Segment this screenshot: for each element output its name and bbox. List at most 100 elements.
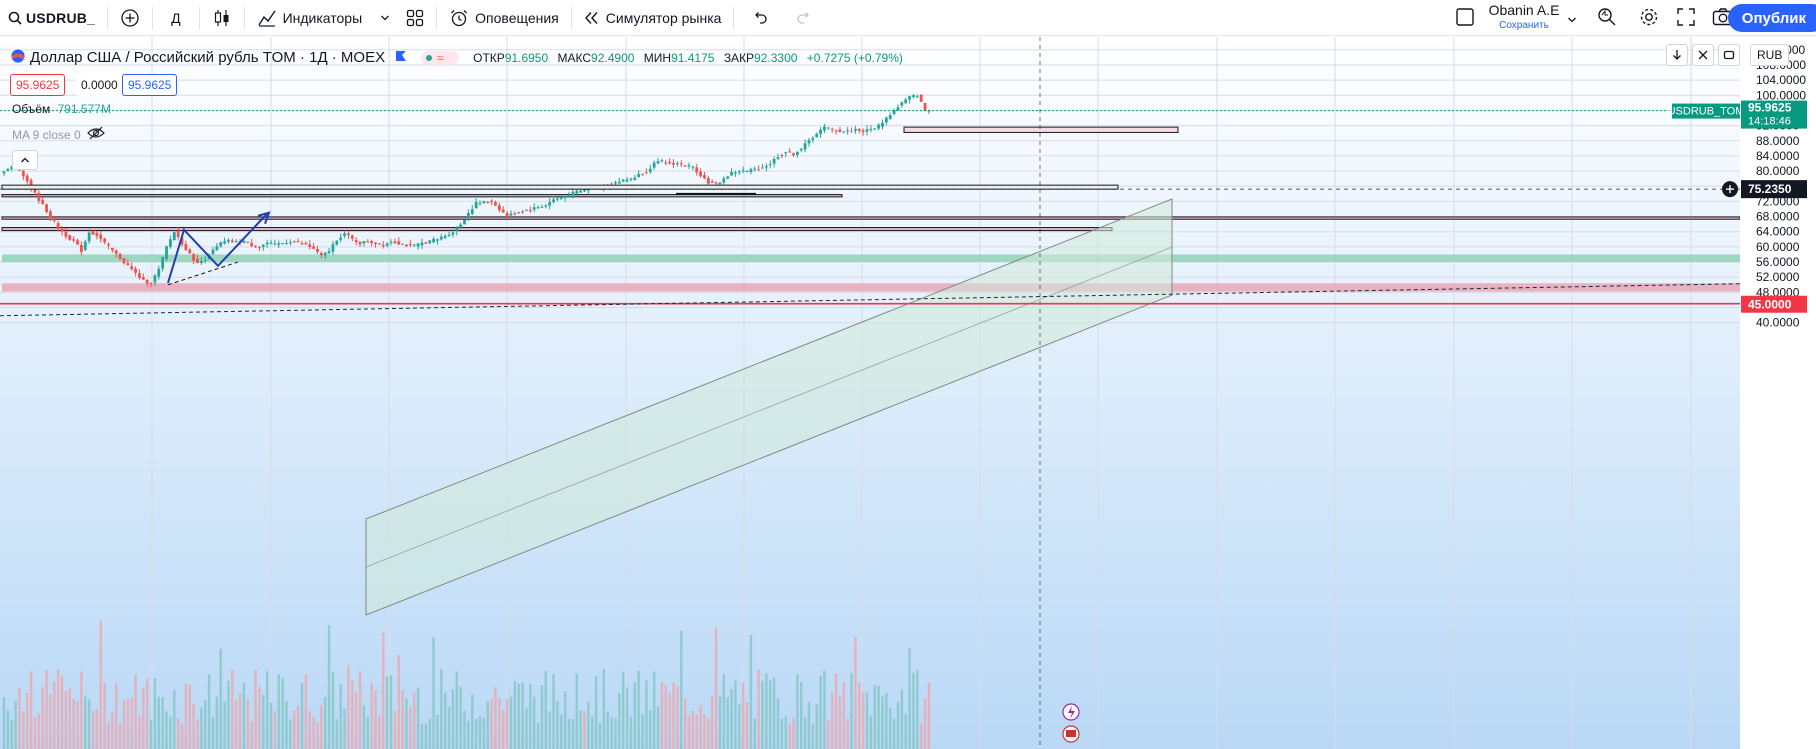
candle-body (908, 96, 911, 100)
volume-bar (707, 718, 710, 749)
volume-bar (916, 670, 919, 749)
volume-bar (772, 677, 776, 749)
candle-body (714, 182, 718, 184)
candle-body (335, 240, 339, 245)
currency-selector[interactable]: RUB (1750, 44, 1790, 66)
templates-button[interactable] (398, 0, 432, 36)
candle-body (366, 241, 370, 243)
volume-bar (405, 698, 408, 749)
volume-bar (370, 683, 373, 749)
collapse-legend-button[interactable] (12, 150, 38, 170)
candle-body (505, 212, 509, 218)
candle-body (428, 240, 432, 244)
candle-body (459, 224, 463, 228)
settings-button[interactable] (1638, 6, 1660, 31)
restore-button[interactable] (1718, 44, 1740, 66)
candle-body (718, 182, 722, 185)
volume-bar (927, 682, 931, 749)
candlesticks (2, 94, 931, 288)
eye-crossed-icon[interactable] (86, 126, 105, 143)
candle-body (296, 241, 300, 243)
fullscreen-button[interactable] (1676, 7, 1696, 30)
candle-body (180, 237, 184, 245)
undo-button[interactable] (738, 0, 782, 36)
candle-body (737, 171, 741, 173)
candle-body (300, 243, 304, 245)
candle-body (107, 244, 110, 246)
volume-bar (633, 682, 637, 749)
candle-body (536, 207, 540, 209)
candle-body (780, 155, 784, 157)
volume-bar (629, 716, 633, 749)
save-status[interactable]: Сохранить (1499, 20, 1549, 31)
symbol-title[interactable]: Доллар США / Российский рубль TOM · 1Д ·… (30, 49, 386, 66)
volume-bar (649, 710, 652, 749)
level-price-badge (1741, 295, 1807, 313)
volume-bar (192, 704, 195, 749)
candle-body (679, 163, 683, 165)
candle-body (528, 210, 532, 212)
volume-bar (33, 717, 37, 749)
flag-icon[interactable] (395, 50, 407, 65)
volume-bar (741, 682, 745, 749)
volume-bar (854, 636, 857, 749)
candle-body (138, 273, 141, 278)
chart-type-button[interactable] (204, 0, 240, 36)
volume-bar (29, 671, 33, 749)
price-chart[interactable]: 112.0000108.0000104.0000100.000096.00009… (0, 37, 1816, 749)
publish-button[interactable]: Опублик (1727, 4, 1816, 32)
volume-bar (827, 720, 830, 749)
collapse-button[interactable] (1692, 44, 1714, 66)
volume-bar (436, 714, 439, 749)
replay-button[interactable]: Симулятор рынка (576, 0, 730, 36)
ask-price-box[interactable]: 95.9625 (122, 74, 178, 96)
indicators-button[interactable]: Индикаторы (249, 0, 399, 36)
volume-bar (389, 675, 393, 749)
compare-button[interactable] (112, 0, 148, 36)
candle-body (710, 181, 714, 183)
volume-bar (339, 684, 342, 749)
candle-body (881, 122, 884, 127)
volume-bar (502, 709, 505, 749)
market-status-icon[interactable]: ≈ (421, 50, 460, 65)
symbol-search-button[interactable]: USDRUB_ (0, 0, 103, 36)
layout-checkbox[interactable] (1456, 8, 1474, 29)
volume-bar (207, 674, 211, 749)
volume-bar (242, 682, 246, 749)
scroll-down-button[interactable] (1666, 44, 1688, 66)
magic-search-icon (1598, 8, 1616, 26)
crosshair-price-badge (1741, 180, 1807, 199)
candle-body (703, 175, 706, 179)
candle-body (645, 172, 648, 174)
candles-icon (212, 8, 232, 28)
volume-bar (126, 698, 130, 749)
volume-bar (115, 683, 118, 749)
symbol-name: USDRUB_ (26, 9, 96, 26)
candle-body (753, 168, 757, 170)
volume-bar (602, 669, 606, 749)
volume-bar (552, 674, 555, 749)
redo-button[interactable] (782, 0, 826, 36)
candle-body (734, 172, 737, 174)
volume-bar (362, 705, 366, 749)
collapse-icon (1698, 50, 1708, 60)
volume-bar (200, 707, 203, 749)
quick-search-button[interactable] (1596, 6, 1618, 31)
user-menu-chevron-icon[interactable] (1567, 12, 1577, 28)
alerts-button[interactable]: Оповещения (441, 0, 567, 36)
crosshair-price-label: 75.2350 (1748, 182, 1792, 196)
bid-price-box[interactable]: 95.9625 (10, 74, 66, 96)
candle-body (87, 232, 91, 242)
price-tick-label: 40.0000 (1756, 316, 1800, 330)
candle-body (652, 162, 656, 168)
candle-body (424, 242, 428, 244)
candle-body (261, 244, 265, 247)
interval-button[interactable]: Д (157, 0, 194, 36)
volume-bar (173, 689, 176, 749)
countdown-label: 14:18:46 (1748, 116, 1791, 128)
candle-body (532, 207, 536, 210)
volume-bar (908, 648, 911, 749)
user-menu[interactable]: Obanin A.E Сохранить (1484, 3, 1564, 33)
chevron-down-icon[interactable] (380, 13, 390, 23)
